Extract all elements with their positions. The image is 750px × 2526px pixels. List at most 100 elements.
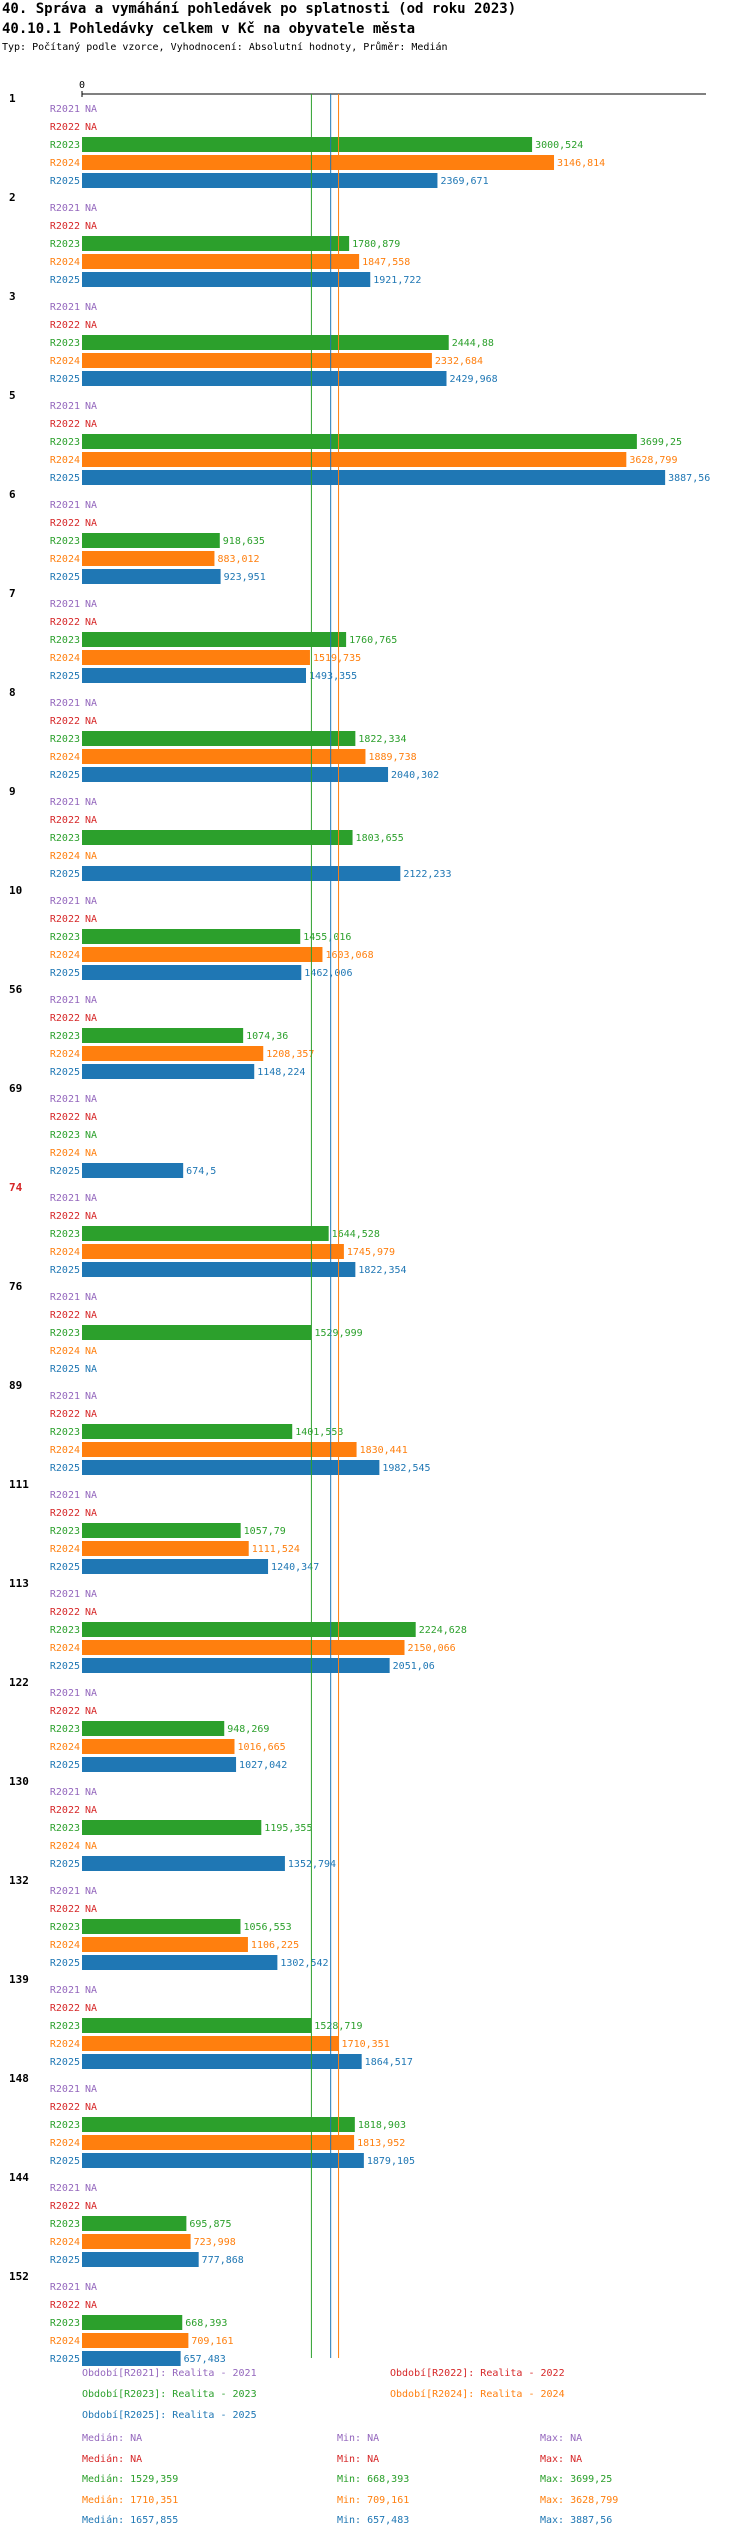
series-label: R2022 [50,1013,80,1024]
series-label: R2024 [50,455,80,466]
bar-value-label: 918,635 [223,536,265,547]
series-label: R2021 [50,401,80,412]
bar [82,1442,357,1457]
bar-value-label: 2332,684 [435,356,483,367]
bar-value-label: 1822,354 [358,1265,406,1276]
series-label: R2023 [50,2120,80,2131]
bar-value-label: NA [85,320,97,331]
bar [82,236,350,251]
bar [82,2333,189,2348]
bar-value-label: 1710,351 [342,2039,390,2050]
series-label: R2023 [50,635,80,646]
bar [82,1622,416,1637]
series-label: R2022 [50,914,80,925]
bar [82,434,637,449]
bar-value-label: NA [85,1607,97,1618]
group-label: 132 [9,1874,29,1887]
series-label: R2024 [50,1247,80,1258]
series-label: R2021 [50,2183,80,2194]
bar [82,254,360,269]
bar-value-label: NA [85,995,97,1006]
group-label: 3 [9,290,16,303]
bar-value-label: NA [85,2282,97,2293]
series-label: R2021 [50,104,80,115]
bar-value-label: 1074,36 [246,1031,288,1042]
bar-value-label: NA [85,797,97,808]
bar [82,668,307,683]
bar-value-label: NA [85,2003,97,2014]
bar [82,1226,329,1241]
series-label: R2021 [50,797,80,808]
series-label: R2021 [50,500,80,511]
bar [82,1325,312,1340]
bar [82,1028,244,1043]
series-label: R2024 [50,2336,80,2347]
bar-value-label: 2224,628 [419,1625,467,1636]
bar-value-label: NA [85,1211,97,1222]
bar-value-label: 1889,738 [368,752,416,763]
series-label: R2025 [50,2156,80,2167]
series-label: R2023 [50,1922,80,1933]
series-label: R2022 [50,2300,80,2311]
legend-median: Medián: 1710,351 [82,2494,179,2506]
bar-value-label: 674,5 [186,1166,216,1177]
bar [82,551,215,566]
series-label: R2025 [50,1265,80,1276]
legend-min: Min: 657,483 [337,2515,410,2526]
bar-value-label: NA [85,518,97,529]
series-label: R2025 [50,2057,80,2068]
series-label: R2025 [50,176,80,187]
series-label: R2025 [50,1760,80,1771]
legend-period: Období[R2022]: Realita - 2022 [390,2368,565,2379]
series-label: R2025 [50,1067,80,1078]
series-label: R2024 [50,1049,80,1060]
bar [82,650,310,665]
group-label: 69 [9,1082,22,1095]
bar-value-label: 668,393 [185,2318,227,2329]
series-label: R2025 [50,572,80,583]
series-label: R2023 [50,437,80,448]
series-label: R2023 [50,338,80,349]
series-label: R2022 [50,320,80,331]
legend-period: Období[R2023]: Realita - 2023 [82,2389,257,2400]
bar-value-label: 1822,334 [358,734,406,745]
series-label: R2023 [50,2219,80,2230]
legend-period: Období[R2024]: Realita - 2024 [390,2389,565,2400]
series-label: R2025 [50,374,80,385]
series-label: R2024 [50,158,80,169]
series-label: R2024 [50,1544,80,1555]
bar [82,1262,356,1277]
group-label: 56 [9,983,23,996]
series-label: R2025 [50,1562,80,1573]
bar-value-label: NA [85,1346,97,1357]
bar [82,2216,187,2231]
bar-value-label: NA [85,698,97,709]
series-label: R2023 [50,932,80,943]
series-label: R2021 [50,2282,80,2293]
series-label: R2025 [50,1958,80,1969]
bar-value-label: 923,951 [224,572,266,583]
bar-value-label: NA [85,1490,97,1501]
bar [82,866,401,881]
bar-value-label: 3628,799 [629,455,677,466]
legend-max: Max: NA [540,2453,583,2465]
bar [82,155,555,170]
series-label: R2023 [50,1229,80,1240]
group-label: 111 [9,1478,29,1491]
series-label: R2022 [50,617,80,628]
series-label: R2022 [50,2102,80,2113]
series-label: R2024 [50,851,80,862]
bar [82,947,323,962]
series-label: R2023 [50,140,80,151]
series-label: R2023 [50,1823,80,1834]
bar-value-label: NA [85,815,97,826]
bar-value-label: 1462,006 [304,968,352,979]
bar-value-label: NA [85,401,97,412]
bar-value-label: 1519,735 [313,653,361,664]
group-label: 7 [9,587,16,600]
series-label: R2021 [50,1787,80,1798]
bar-value-label: NA [85,2084,97,2095]
bar-value-label: 1493,355 [309,671,357,682]
series-label: R2024 [50,1742,80,1753]
bar [82,2351,181,2366]
